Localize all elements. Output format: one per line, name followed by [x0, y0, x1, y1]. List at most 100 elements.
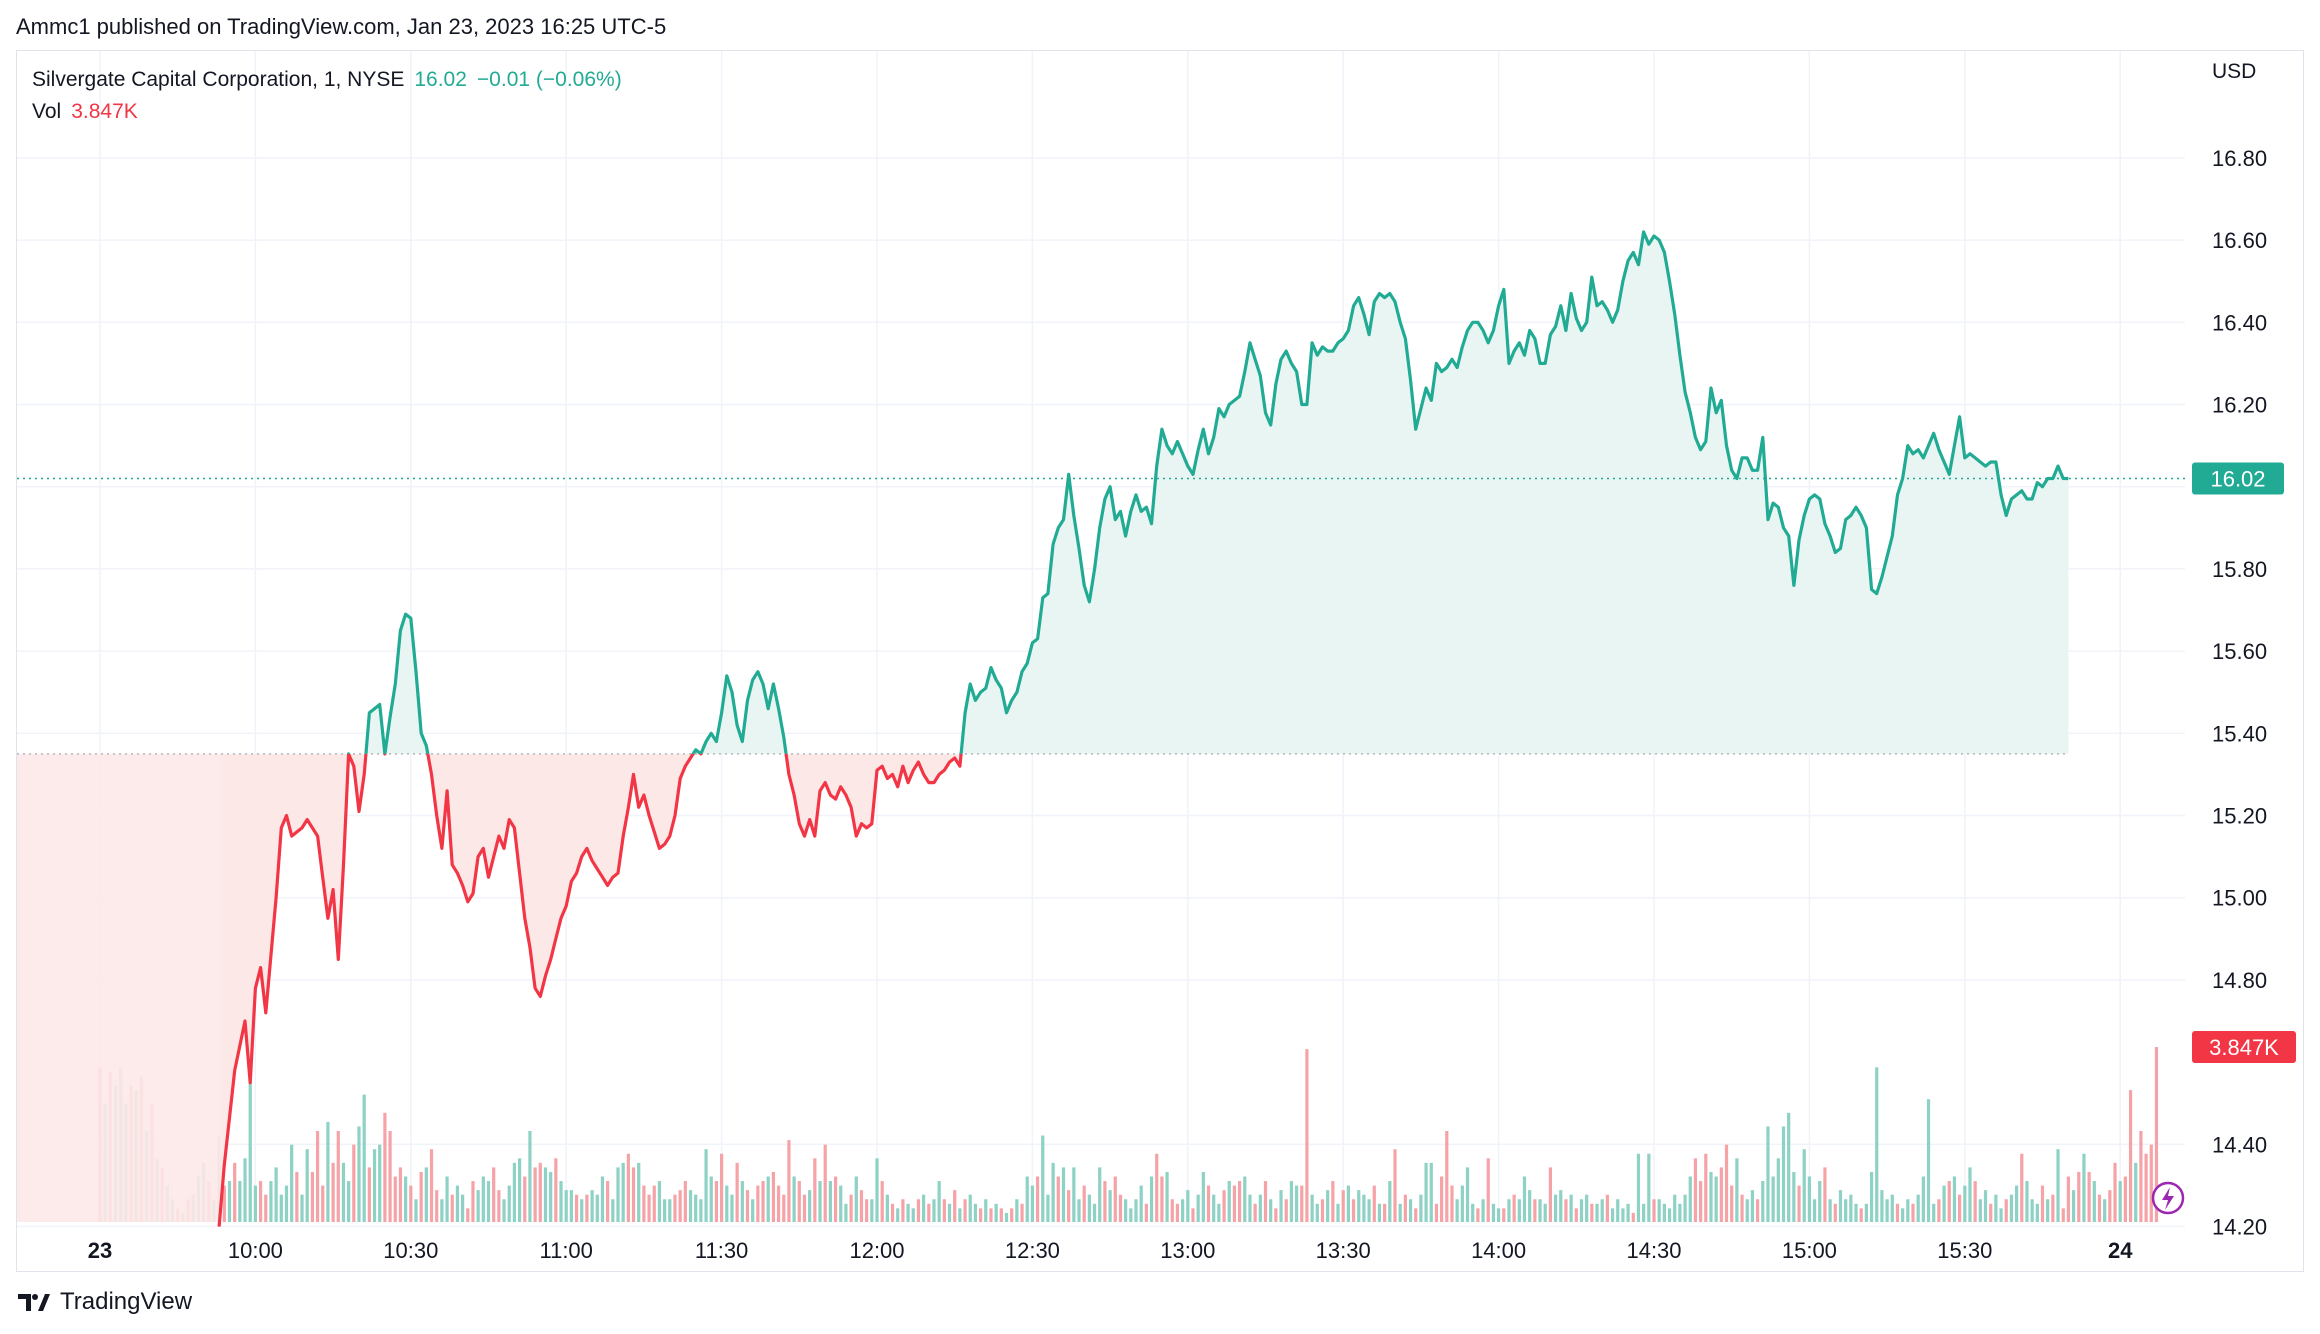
- volume-bar: [455, 1185, 460, 1222]
- volume-bar: [1895, 1203, 1900, 1222]
- volume-bar: [1092, 1203, 1097, 1222]
- volume-bar: [310, 1171, 314, 1222]
- volume-bar: [1812, 1199, 1817, 1222]
- volume-bar: [300, 1194, 304, 1222]
- symbol-name[interactable]: Silvergate Capital Corporation, 1, NYSE: [32, 68, 405, 91]
- volume-bar: [1507, 1199, 1511, 1222]
- volume-bar: [1714, 1176, 1718, 1222]
- volume-bar: [1118, 1194, 1123, 1222]
- volume-bar: [1300, 1185, 1304, 1222]
- volume-bars: [98, 1046, 2159, 1222]
- volume-bar: [828, 1181, 832, 1222]
- tradingview-brand[interactable]: TradingView: [60, 1288, 193, 1315]
- volume-bar: [668, 1199, 672, 1222]
- x-tick-label: 10:00: [228, 1238, 283, 1263]
- volume-bar: [808, 1190, 812, 1222]
- volume-bar: [1035, 1176, 1040, 1222]
- volume-bar: [1212, 1194, 1216, 1222]
- volume-bar: [1657, 1199, 1661, 1222]
- volume-bar: [1471, 1203, 1475, 1222]
- volume-bar: [538, 1162, 542, 1222]
- volume-bar: [968, 1194, 972, 1222]
- volume-bar: [1704, 1153, 1708, 1222]
- volume-bar: [1590, 1203, 1594, 1222]
- volume-bar: [947, 1203, 952, 1222]
- volume-bar: [823, 1144, 827, 1222]
- volume-bar: [1553, 1194, 1558, 1222]
- volume-bar: [776, 1185, 781, 1222]
- volume-bar: [1906, 1199, 1910, 1222]
- volume-bar: [901, 1199, 905, 1222]
- volume-bar: [1336, 1203, 1340, 1222]
- volume-bar: [1854, 1203, 1858, 1222]
- volume-bar: [1294, 1185, 1299, 1222]
- volume-bar: [1362, 1194, 1366, 1222]
- volume-bar: [533, 1167, 537, 1222]
- volume-bar: [1761, 1181, 1765, 1222]
- volume-bar: [1776, 1158, 1780, 1222]
- price-line: [17, 230, 2185, 1227]
- volume-bar: [238, 1181, 242, 1222]
- volume-bar: [1683, 1194, 1687, 1222]
- volume-bar: [896, 1208, 900, 1222]
- x-tick-label: 13:30: [1316, 1238, 1371, 1263]
- volume-bar: [1077, 1199, 1081, 1222]
- volume-bar: [704, 1149, 708, 1222]
- volume-bar: [1740, 1194, 1744, 1222]
- volume-bar: [321, 1185, 325, 1222]
- volume-bar: [1279, 1190, 1283, 1222]
- volume-bar: [1875, 1067, 1879, 1222]
- volume-bar: [1699, 1181, 1703, 1222]
- volume-bar: [1351, 1199, 1356, 1222]
- volume-bar: [1781, 1126, 1786, 1222]
- volume-bar: [600, 1176, 605, 1222]
- volume-bar: [1253, 1203, 1257, 1222]
- volume-bar: [445, 1176, 449, 1222]
- volume-bar: [2087, 1171, 2091, 1222]
- tradingview-logo-icon[interactable]: [16, 1291, 52, 1313]
- volume-bar: [569, 1190, 573, 1222]
- volume-bar: [1403, 1194, 1407, 1222]
- volume-bar: [1735, 1158, 1739, 1222]
- volume-bar: [1289, 1181, 1294, 1222]
- volume-bar: [362, 1094, 366, 1222]
- volume-bar: [1041, 1135, 1045, 1222]
- volume-bar: [642, 1185, 646, 1222]
- volume-bar: [989, 1208, 993, 1222]
- volume-bar: [1833, 1203, 1837, 1222]
- x-tick-label: 12:00: [849, 1238, 904, 1263]
- volume-badge-label: 3.847K: [2209, 1035, 2279, 1060]
- volume-bar: [233, 1162, 237, 1222]
- volume-bar: [1807, 1176, 1812, 1222]
- volume-bar: [1528, 1190, 1532, 1222]
- volume-bar: [756, 1185, 760, 1222]
- volume-bar: [1481, 1199, 1485, 1222]
- volume-bar: [1025, 1176, 1029, 1222]
- volume-bar: [543, 1167, 548, 1222]
- volume-bar: [1149, 1176, 1154, 1222]
- volume-bar: [502, 1199, 506, 1222]
- volume-bar: [243, 1158, 247, 1222]
- volume-bar: [652, 1185, 656, 1222]
- volume-bar: [999, 1208, 1003, 1222]
- x-tick-label: 10:30: [383, 1238, 438, 1263]
- y-tick-label: 14.80: [2212, 968, 2267, 993]
- volume-bar: [1181, 1199, 1185, 1222]
- volume-bar: [549, 1171, 553, 1222]
- lightning-icon[interactable]: [2151, 1181, 2185, 1215]
- volume-bar: [1030, 1185, 1035, 1222]
- volume-bar: [528, 1131, 532, 1222]
- volume-bar: [1595, 1203, 1599, 1222]
- x-tick-label: 11:30: [695, 1238, 748, 1263]
- volume-bar: [595, 1194, 599, 1222]
- volume-bar: [1139, 1185, 1143, 1222]
- volume-label[interactable]: Vol: [32, 100, 62, 123]
- volume-bar: [626, 1153, 630, 1222]
- volume-bar: [916, 1199, 921, 1222]
- volume-bar: [1569, 1194, 1573, 1222]
- volume-bar: [1476, 1208, 1480, 1222]
- volume-bar: [2154, 1046, 2159, 1222]
- y-tick-label: 15.40: [2212, 721, 2267, 746]
- volume-bar: [813, 1158, 817, 1222]
